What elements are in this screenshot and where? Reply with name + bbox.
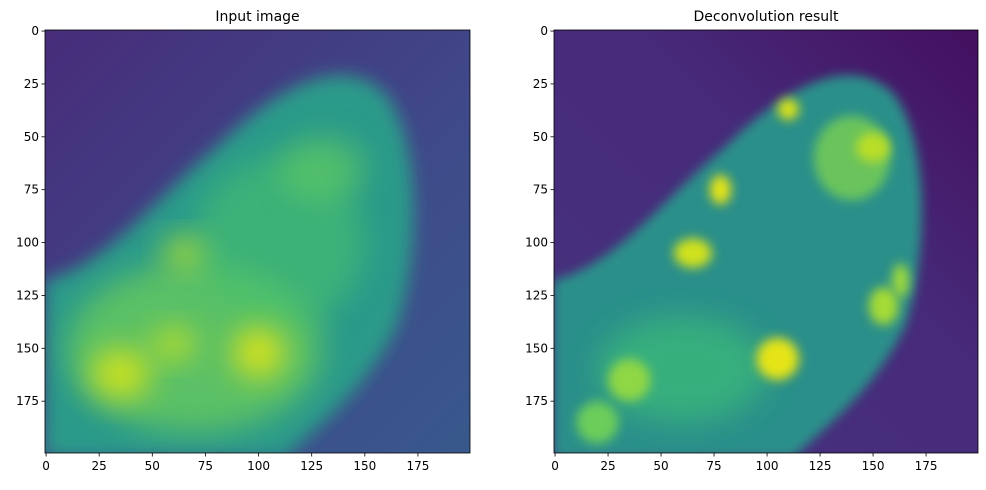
y-tick-label: 175 xyxy=(16,394,39,408)
x-tick-label: 175 xyxy=(915,459,938,473)
x-tick-label: 150 xyxy=(353,459,376,473)
y-tick-label: 100 xyxy=(16,236,39,250)
x-tick-label: 125 xyxy=(809,459,832,473)
y-tick-label: 0 xyxy=(540,24,548,38)
y-tick-label: 125 xyxy=(525,288,548,302)
x-tick-label: 25 xyxy=(600,459,615,473)
y-tick-label: 75 xyxy=(533,183,548,197)
x-tick-label: 0 xyxy=(551,459,559,473)
x-tick-label: 50 xyxy=(145,459,160,473)
y-tick-label: 150 xyxy=(16,341,39,355)
chart-title: Deconvolution result xyxy=(693,9,839,25)
image xyxy=(45,30,470,454)
x-tick-label: 175 xyxy=(406,459,429,473)
x-tick-label: 75 xyxy=(198,459,213,473)
axes-frame xyxy=(44,29,471,454)
y-tick-label: 175 xyxy=(525,394,548,408)
y-tick-label: 100 xyxy=(525,236,548,250)
y-tick-label: 0 xyxy=(31,24,39,38)
axes-frame xyxy=(553,29,979,454)
y-tick-label: 25 xyxy=(24,77,39,91)
image xyxy=(553,30,978,454)
x-tick-label: 100 xyxy=(247,459,270,473)
x-tick-label: 0 xyxy=(42,459,50,473)
y-tick-label: 150 xyxy=(525,341,548,355)
x-tick-label: 100 xyxy=(756,459,779,473)
x-tick-label: 25 xyxy=(92,459,107,473)
y-tick-label: 50 xyxy=(533,130,548,144)
y-tick-label: 25 xyxy=(533,77,548,91)
x-tick-label: 75 xyxy=(706,459,721,473)
x-tick-label: 50 xyxy=(653,459,668,473)
x-tick-label: 125 xyxy=(300,459,323,473)
y-tick-label: 50 xyxy=(24,130,39,144)
y-tick-label: 75 xyxy=(24,183,39,197)
chart-title: Input image xyxy=(215,9,299,25)
x-tick-label: 150 xyxy=(862,459,885,473)
y-tick-label: 125 xyxy=(16,288,39,302)
